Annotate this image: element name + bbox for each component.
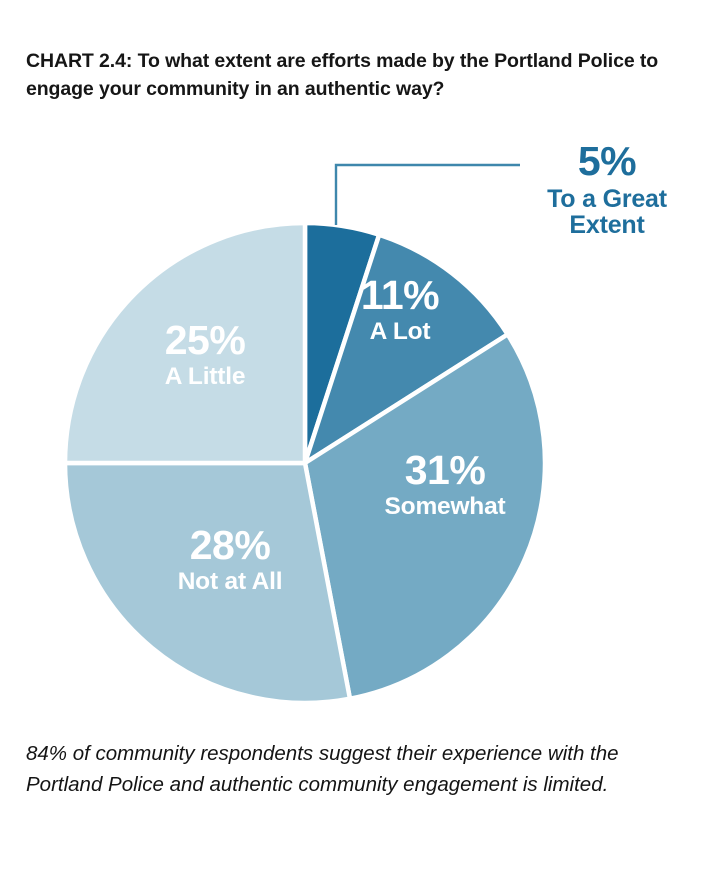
pie-slice bbox=[302, 332, 548, 701]
callout-to-a-great-extent: 5% To a Great Extent bbox=[512, 140, 702, 238]
pie-chart-svg bbox=[62, 220, 548, 706]
pie-slice bbox=[62, 220, 308, 466]
pie-slice-group bbox=[62, 220, 548, 706]
chart-title: CHART 2.4: To what extent are efforts ma… bbox=[26, 50, 659, 100]
callout-label: To a Great Extent bbox=[547, 184, 667, 239]
pie-slice bbox=[62, 460, 353, 706]
chart-footnote: 84% of community respondents suggest the… bbox=[26, 742, 619, 797]
pie-chart: 11% A Lot 31% Somewhat 28% Not at All 25… bbox=[0, 125, 724, 725]
callout-value: 5% bbox=[577, 138, 637, 184]
pie-slice bbox=[302, 232, 510, 466]
